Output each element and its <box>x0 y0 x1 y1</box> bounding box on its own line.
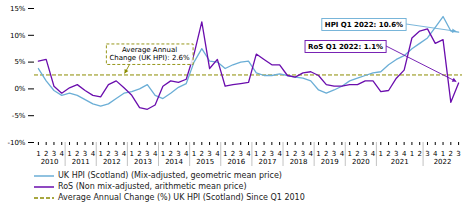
svg-text:4: 4 <box>184 150 189 158</box>
html-text:1 2 3: 1 2 3 <box>254 150 275 159</box>
html-text:1 2 3: 1 2 3 <box>36 150 57 159</box>
html-text:1 2 3: 1 2 3 <box>191 150 212 159</box>
html-text:1 2 3: 1 2 3 <box>316 150 337 159</box>
html-text:1 2 3: 1 2 3 <box>222 150 243 159</box>
html-text:1 2 3: 1 2 3 <box>129 150 150 159</box>
svg-text:4: 4 <box>371 150 376 158</box>
svg-text:15%: 15% <box>10 5 26 13</box>
svg-text:2010: 2010 <box>41 158 59 166</box>
svg-text:5%: 5% <box>14 58 25 66</box>
svg-text:2017: 2017 <box>259 158 277 166</box>
svg-text:10%: 10% <box>10 32 26 40</box>
svg-text:3: 3 <box>425 150 429 158</box>
svg-text:4: 4 <box>277 150 282 158</box>
svg-text:2016: 2016 <box>227 158 245 166</box>
html-text:RoS (Non mix-adjusted, arithme: RoS (Non mix-adjusted, arithmetic mean p… <box>58 182 247 191</box>
svg-text:2014: 2014 <box>165 158 183 166</box>
html-text:1 2 3: 1 2 3 <box>347 150 368 159</box>
svg-text:4: 4 <box>215 150 220 158</box>
html-text:Average Annual Change (%) UK H: Average Annual Change (%) UK HPI (Scotla… <box>58 193 305 202</box>
svg-text:2011: 2011 <box>72 158 90 166</box>
html-text:1 2 3: 1 2 3 <box>160 150 181 159</box>
html-text:4 1 2: 4 1 2 <box>433 150 454 159</box>
svg-text:HPI Q1 2022: 10.6%: HPI Q1 2022: 10.6% <box>325 21 403 29</box>
svg-text:4: 4 <box>309 150 314 158</box>
svg-text:3: 3 <box>456 150 460 158</box>
svg-text:4: 4 <box>340 150 345 158</box>
html-text:2 3 4: 2 3 4 <box>386 150 407 159</box>
svg-text:-5%: -5% <box>12 112 26 120</box>
svg-text:2021: 2021 <box>391 158 409 166</box>
svg-text:Average AnnualChange (UK HPI):: Average AnnualChange (UK HPI): 2.6% <box>109 46 190 63</box>
svg-text:RoS Q1 2022: 1.1%: RoS Q1 2022: 1.1% <box>308 43 383 51</box>
svg-text:1: 1 <box>410 150 414 158</box>
svg-text:2022: 2022 <box>434 158 452 166</box>
svg-text:-10%: -10% <box>7 139 25 147</box>
html-text:1 2 3: 1 2 3 <box>285 150 306 159</box>
svg-text:4: 4 <box>153 150 158 158</box>
svg-text:4: 4 <box>122 150 127 158</box>
svg-text:0%: 0% <box>14 85 25 93</box>
svg-text:2013: 2013 <box>134 158 152 166</box>
html-text:1 2 3: 1 2 3 <box>98 150 119 159</box>
svg-text:4: 4 <box>60 150 65 158</box>
svg-text:2020: 2020 <box>352 158 370 166</box>
svg-text:4: 4 <box>91 150 96 158</box>
svg-text:4: 4 <box>246 150 251 158</box>
svg-text:2012: 2012 <box>103 158 121 166</box>
svg-text:2: 2 <box>417 150 421 158</box>
svg-text:1: 1 <box>379 150 383 158</box>
html-text:UK HPI (Scotland) (Mix-adjuste: UK HPI (Scotland) (Mix-adjusted, geometr… <box>58 171 282 180</box>
svg-text:2019: 2019 <box>321 158 339 166</box>
svg-text:2015: 2015 <box>196 158 214 166</box>
svg-text:2018: 2018 <box>290 158 308 166</box>
html-text:1 2 3: 1 2 3 <box>67 150 88 159</box>
